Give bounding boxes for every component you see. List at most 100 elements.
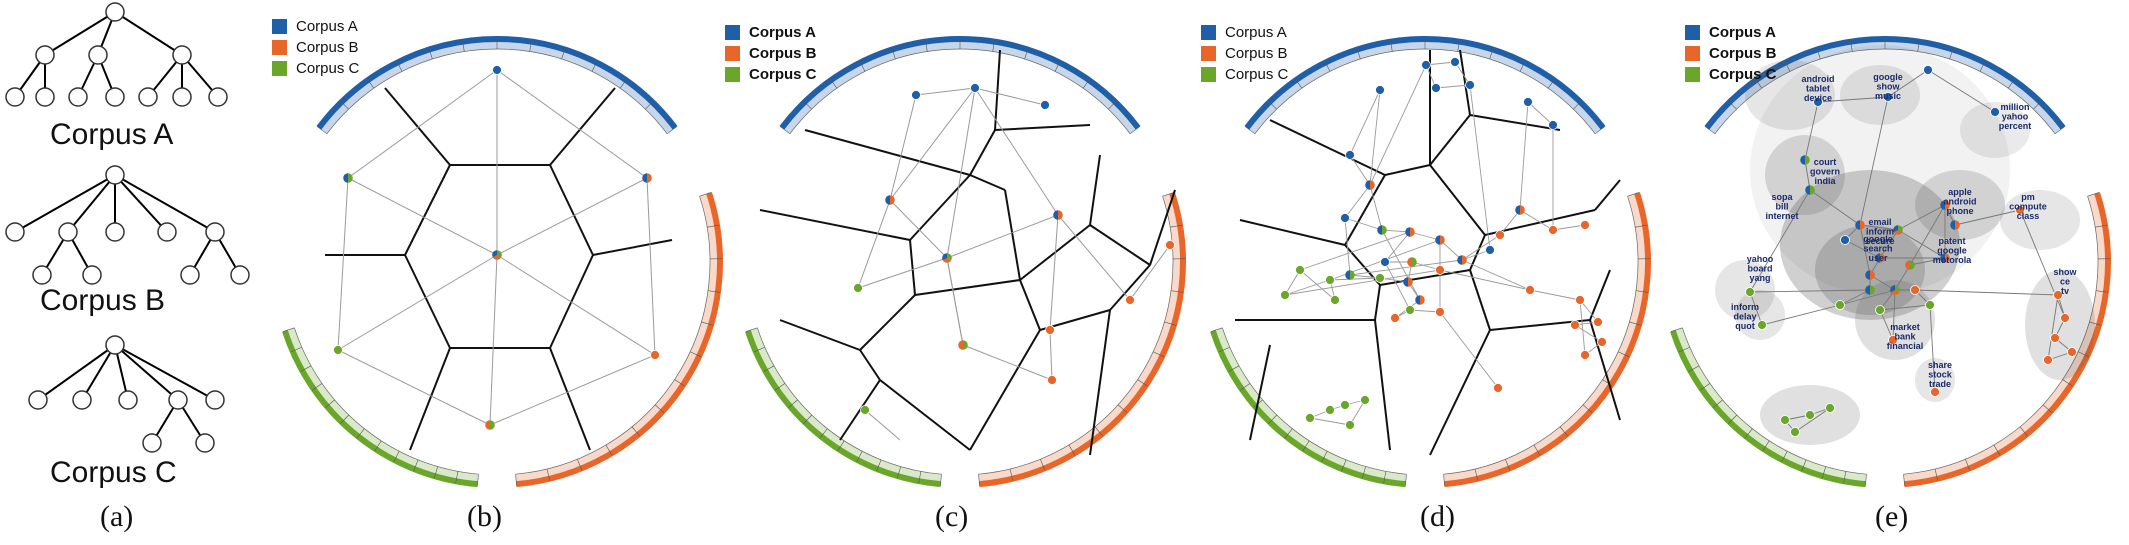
voronoi-edge bbox=[1090, 155, 1100, 225]
voronoi-edge bbox=[1595, 180, 1620, 210]
node bbox=[1991, 108, 2000, 117]
legend-item-corpus-a: Corpus A bbox=[1201, 22, 1288, 43]
node-mixed bbox=[1405, 227, 1415, 237]
graph-edge bbox=[1440, 312, 1498, 388]
node bbox=[1924, 66, 1933, 75]
voronoi-edge bbox=[550, 348, 590, 450]
topic-label-line: patent bbox=[1939, 236, 1966, 246]
node bbox=[1331, 296, 1340, 305]
voronoi-edge bbox=[910, 240, 915, 295]
node-mixed bbox=[1865, 270, 1875, 280]
node-slice bbox=[647, 173, 652, 183]
node-c bbox=[334, 346, 343, 355]
voronoi-edge bbox=[550, 165, 593, 255]
graph-edge bbox=[490, 255, 497, 425]
node bbox=[1758, 321, 1767, 330]
node bbox=[1841, 236, 1850, 245]
panel-label-d: (d) bbox=[1420, 500, 1455, 534]
legend-swatch-corpus-a bbox=[1685, 25, 1700, 40]
tree-corpus-a bbox=[6, 3, 227, 106]
topic-label-line: user bbox=[1868, 253, 1888, 263]
topic-label-line: show bbox=[1876, 82, 1900, 92]
tree-node bbox=[106, 88, 124, 106]
topic-label-line: google bbox=[1873, 72, 1903, 82]
tree-node bbox=[73, 391, 91, 409]
ring-arc bbox=[748, 331, 941, 484]
topic-label-line: music bbox=[1875, 91, 1901, 101]
graph-edge bbox=[1462, 235, 1500, 260]
topic-label-line: delay bbox=[1733, 312, 1756, 322]
voronoi-edge bbox=[970, 330, 1040, 450]
topic-label-line: trade bbox=[1929, 379, 1951, 389]
voronoi-edge bbox=[1430, 115, 1470, 165]
node bbox=[1422, 61, 1431, 70]
node bbox=[912, 91, 921, 100]
legend-e: Corpus A Corpus B Corpus C bbox=[1685, 22, 1777, 85]
node bbox=[1581, 221, 1590, 230]
node-slice bbox=[1410, 227, 1415, 237]
voronoi-edge bbox=[760, 210, 910, 240]
legend-item-corpus-b: Corpus B bbox=[1685, 43, 1777, 64]
tree-edge bbox=[68, 175, 115, 232]
node-slice bbox=[890, 195, 895, 205]
voronoi-edge bbox=[550, 255, 593, 348]
node-mixed bbox=[1890, 285, 1900, 295]
graph-edge bbox=[490, 355, 655, 425]
topic-label-line: tv bbox=[2061, 286, 2069, 296]
node bbox=[1381, 258, 1390, 267]
ring-inner-line bbox=[516, 196, 710, 474]
node-mixed bbox=[1855, 220, 1865, 230]
node bbox=[1361, 396, 1370, 405]
topic-label-line: quot bbox=[1735, 321, 1755, 331]
legend-item-corpus-c: Corpus C bbox=[1201, 64, 1288, 85]
tree-edge bbox=[38, 345, 115, 400]
node-mixed bbox=[885, 195, 895, 205]
voronoi-edge bbox=[840, 380, 880, 440]
legend-swatch-corpus-a bbox=[272, 19, 287, 34]
voronoi-edge bbox=[995, 125, 1090, 130]
tree-node bbox=[6, 88, 24, 106]
tree-node bbox=[6, 223, 24, 241]
topic-label-line: ce bbox=[2060, 277, 2070, 287]
voronoi-edge bbox=[1240, 220, 1345, 245]
topic-label-line: stock bbox=[1928, 370, 1953, 380]
tree-node bbox=[119, 391, 137, 409]
topic-label-line: tablet bbox=[1806, 84, 1830, 94]
voronoi-edge bbox=[1385, 165, 1430, 175]
node bbox=[2061, 314, 2070, 323]
node-mixed bbox=[1805, 185, 1815, 195]
tree-node bbox=[106, 336, 124, 354]
node bbox=[1926, 301, 1935, 310]
graph-edge bbox=[497, 178, 647, 255]
node-slice bbox=[1515, 205, 1520, 215]
graph-edge bbox=[1470, 85, 1490, 250]
node bbox=[971, 84, 980, 93]
node-slice bbox=[885, 195, 890, 205]
graph-edge bbox=[865, 410, 900, 440]
ring-band bbox=[979, 194, 1179, 480]
tree-label-corpus-b: Corpus B bbox=[40, 284, 165, 318]
graph-edge bbox=[1345, 218, 1382, 230]
legend-label: Corpus A bbox=[1225, 24, 1287, 41]
node bbox=[1549, 121, 1558, 130]
node-mixed bbox=[1345, 270, 1355, 280]
voronoi-edge bbox=[880, 380, 970, 450]
node-bc bbox=[485, 420, 495, 430]
node bbox=[1836, 301, 1845, 310]
topic-label-line: class bbox=[2017, 211, 2040, 221]
legend-label: Corpus C bbox=[1225, 66, 1288, 83]
legend-swatch-corpus-c bbox=[725, 67, 740, 82]
ring-arc bbox=[1213, 331, 1406, 484]
graph-edge bbox=[1580, 300, 1585, 355]
node bbox=[2044, 356, 2053, 365]
graph-edge bbox=[1350, 155, 1370, 185]
voronoi-edge bbox=[910, 175, 970, 240]
graph-edge bbox=[1130, 245, 1170, 300]
node-slice bbox=[1403, 277, 1408, 287]
tree-node bbox=[106, 223, 124, 241]
voronoi-edge bbox=[1375, 285, 1380, 320]
